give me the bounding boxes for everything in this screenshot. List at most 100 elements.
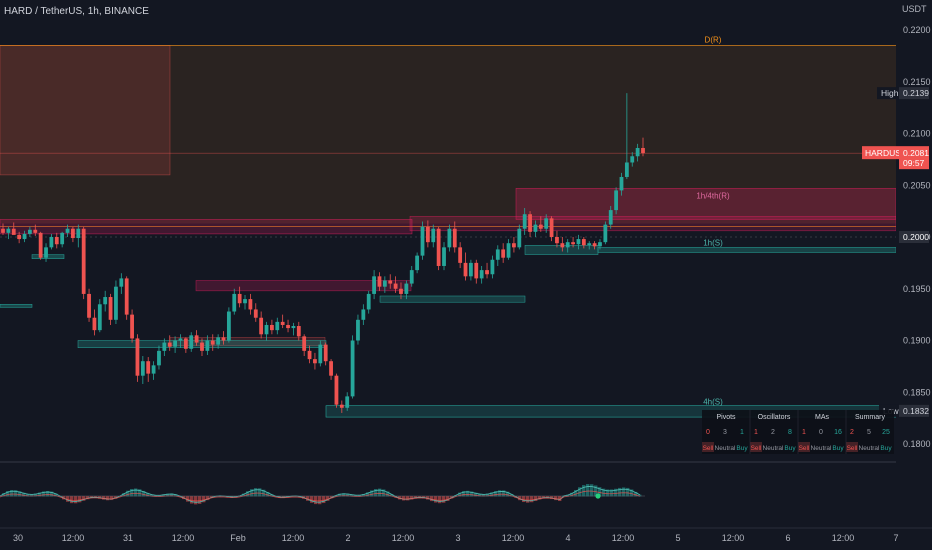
oscillator-bar [574, 490, 578, 497]
candle [356, 314, 360, 345]
oscillator-bar [54, 493, 58, 497]
oscillator-bar [382, 489, 386, 497]
oscillator-bar [578, 487, 582, 497]
time-tick-label: 12:00 [392, 533, 415, 543]
candle [71, 226, 75, 243]
candle [291, 322, 296, 336]
candle [270, 319, 274, 335]
candle [1, 223, 5, 235]
candle-body [76, 228, 81, 239]
candle-body [479, 270, 484, 279]
time-tick-label: 12:00 [722, 533, 745, 543]
candle-body [442, 247, 446, 266]
candle-body [253, 309, 258, 318]
candle-body [140, 361, 145, 376]
oscillator-bar [174, 494, 178, 497]
oscillator-bar [374, 489, 378, 497]
candle-body [490, 259, 495, 275]
time-tick-label: 2 [345, 533, 350, 543]
low-value-bg [899, 404, 929, 417]
summary-count: 3 [723, 429, 727, 436]
candle [431, 224, 436, 248]
candle [361, 304, 366, 325]
lower-resistance-band [195, 280, 412, 292]
time-tick-label: Feb [230, 533, 246, 543]
oscillator-bar [602, 488, 606, 497]
candle-body [1, 228, 5, 233]
summary-label: Sell [847, 445, 858, 452]
candle [167, 335, 172, 351]
candle [334, 373, 339, 408]
candle [124, 276, 129, 320]
candle-body [200, 342, 204, 351]
support-1h-zone [597, 247, 897, 253]
oscillator-bar [26, 493, 30, 497]
candle-body [296, 326, 301, 337]
sell-cell-bg [846, 442, 858, 452]
summary-count: 16 [834, 429, 842, 436]
oscillator-bar [354, 494, 358, 497]
candle [92, 309, 97, 336]
oscillator-bar [594, 485, 598, 497]
candle [135, 334, 140, 382]
time-tick-label: 12:00 [62, 533, 85, 543]
candle-body [167, 342, 172, 347]
oscillator-bar [434, 496, 438, 503]
time-tick-label: 12:00 [282, 533, 305, 543]
oscillator-bar [410, 496, 414, 500]
sell-cell-bg [798, 442, 810, 452]
candle [232, 288, 237, 315]
candle-body [512, 243, 516, 248]
last-price-value: 0.2081 [903, 148, 929, 158]
candle [81, 226, 86, 300]
summary-label: Buy [880, 445, 892, 452]
candle-body [65, 228, 70, 233]
candle [76, 224, 81, 248]
oscillator-bar [86, 496, 90, 500]
candle [221, 331, 226, 345]
candle-body [495, 249, 500, 260]
candle-body [399, 288, 403, 294]
candle-body [157, 350, 161, 366]
candle-body [549, 218, 554, 237]
time-tick-label: 4 [565, 533, 570, 543]
candle-body [624, 162, 629, 177]
time-tick-label: 31 [123, 533, 133, 543]
price-tick-label: 0.1950 [903, 284, 931, 294]
candle-body [114, 286, 118, 320]
oscillator-bar [554, 496, 558, 501]
oscillator-bar [558, 496, 562, 502]
candle-body [377, 276, 382, 287]
oscillator-bar [470, 491, 474, 497]
candle [571, 237, 575, 248]
candle [517, 224, 522, 250]
candle-body [345, 396, 350, 408]
oscillator-bar [638, 494, 642, 497]
candle [565, 239, 570, 253]
candle [65, 224, 70, 237]
candle [323, 342, 328, 366]
candle-body [173, 340, 178, 347]
oscillator-bar [138, 489, 142, 497]
candle-body [151, 365, 156, 374]
candle [560, 237, 565, 252]
oscillator-bar [474, 492, 478, 497]
candle [452, 221, 457, 253]
candle-body [92, 317, 97, 331]
price-tick-label: 0.2200 [903, 25, 931, 35]
candle-body [243, 299, 247, 304]
candle-body [630, 156, 635, 163]
candle [436, 226, 441, 271]
candle [38, 231, 43, 260]
candle-body [286, 324, 290, 329]
candle [200, 338, 204, 357]
candle-body [501, 249, 506, 258]
candle [377, 272, 382, 291]
candle [130, 309, 134, 343]
candle [103, 290, 108, 312]
summary-count: 1 [802, 429, 806, 436]
oscillator-bar [10, 490, 14, 497]
oscillator-bar [358, 494, 362, 497]
candle [528, 211, 532, 237]
